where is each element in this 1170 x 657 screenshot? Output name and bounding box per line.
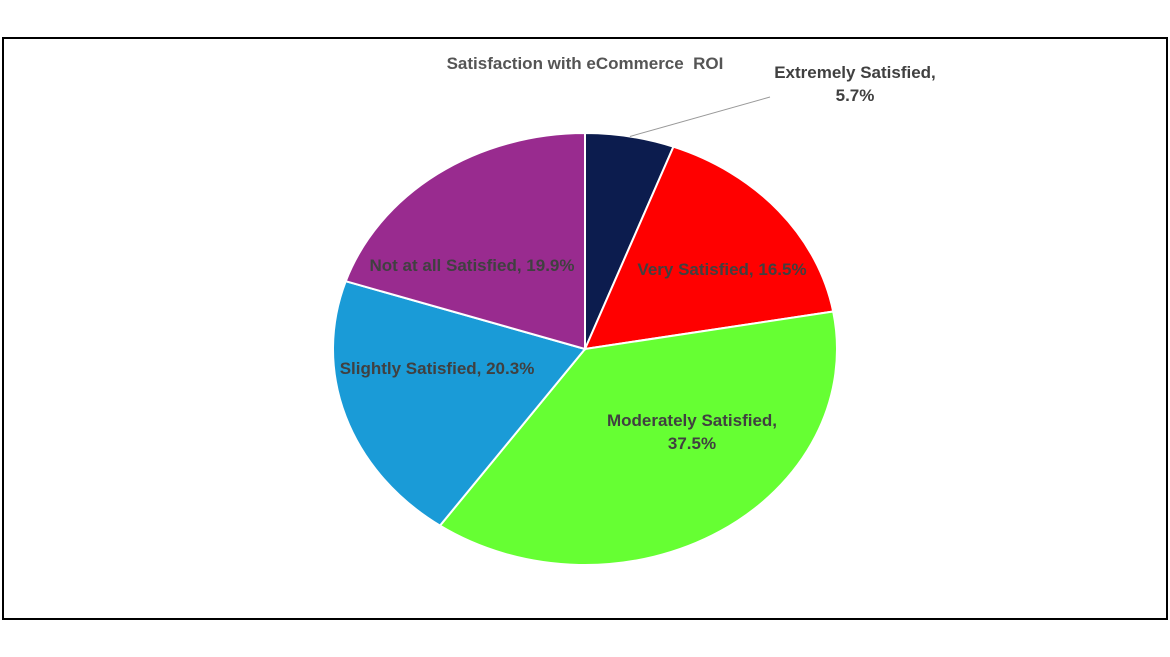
data-label: Slightly Satisfied, 20.3% [339,359,535,378]
pie-slice [332,280,587,527]
chart-frame [2,37,1168,620]
data-label: Very Satisfied, 16.5% [637,260,807,279]
pie-slice [583,145,835,351]
pie-slice [344,131,586,351]
leader-line [629,96,771,137]
pie-slice [438,310,838,566]
data-label: Moderately Satisfied, 37.5% [606,411,778,453]
data-label: Extremely Satisfied, 5.7% [774,63,936,105]
data-label: Not at all Satisfied, 19.9% [369,256,575,275]
chart-title: Satisfaction with eCommerce ROI [446,54,724,73]
